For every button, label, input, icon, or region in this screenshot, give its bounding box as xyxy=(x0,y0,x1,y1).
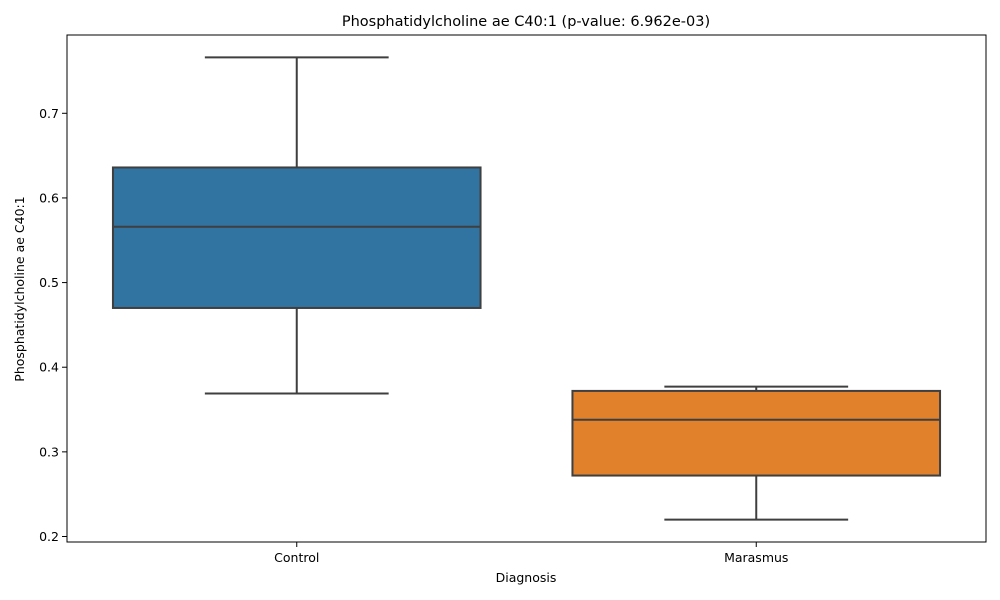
plot-area xyxy=(111,56,942,521)
box-control xyxy=(111,56,482,395)
x-tick-label: Marasmus xyxy=(724,550,788,565)
y-tick-label: 0.5 xyxy=(39,275,59,290)
iqr-box xyxy=(111,166,482,309)
x-tick-label: Control xyxy=(274,550,319,565)
y-tick-label: 0.4 xyxy=(39,360,59,375)
iqr-box xyxy=(571,389,942,477)
box-marasmus xyxy=(571,385,942,521)
y-tick-label: 0.6 xyxy=(39,190,59,205)
y-tick-label: 0.3 xyxy=(39,444,59,459)
plot-frame xyxy=(66,34,987,543)
y-tick-label: 0.2 xyxy=(39,529,59,544)
y-axis-label: Phosphatidylcholine ae C40:1 xyxy=(12,196,27,381)
x-axis-label: Diagnosis xyxy=(496,570,557,585)
chart-title: Phosphatidylcholine ae C40:1 (p-value: 6… xyxy=(342,14,710,30)
y-tick-label: 0.7 xyxy=(39,106,59,121)
